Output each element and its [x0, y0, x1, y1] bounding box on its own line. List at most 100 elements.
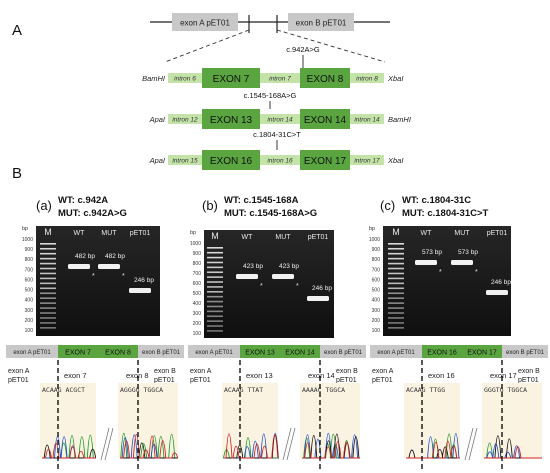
- exon-left-label: EXON 7: [213, 74, 250, 85]
- break-mark: [468, 427, 478, 461]
- exon-right: [300, 109, 350, 129]
- chroma-box-1: [404, 383, 460, 458]
- ladder-size-label: 800: [372, 257, 381, 263]
- gel-image: [36, 226, 160, 336]
- splice-exon-b: [320, 345, 366, 358]
- splice-exon-2-label: EXON 14: [285, 350, 315, 357]
- ladder-unit: bp: [190, 230, 196, 236]
- splice-exon-b-label: exon B pET01: [506, 350, 545, 356]
- ladder-band: [40, 327, 56, 329]
- band-mut-label: 423 bp: [279, 263, 299, 270]
- ladder-size-label: 900: [25, 247, 34, 253]
- ladder-band: [388, 252, 404, 255]
- lane-label: pET01: [487, 230, 508, 237]
- ladder-band: [207, 247, 223, 249]
- asterisk-wt: *: [260, 283, 263, 290]
- mutation-label: c.942A>G: [286, 45, 320, 54]
- lane-label: MUT: [101, 230, 117, 237]
- ladder-band: [388, 243, 404, 245]
- exon-left-label: EXON 16: [210, 156, 253, 167]
- ladder-size-label: 900: [193, 251, 202, 257]
- ladder-size-label: 500: [372, 288, 381, 294]
- chroma-exon-2-label: exon 14: [308, 371, 335, 380]
- band-vector: [129, 288, 151, 293]
- asterisk-mut: *: [475, 269, 478, 276]
- break-mark: [286, 427, 296, 461]
- ladder-size-label: 800: [193, 261, 202, 267]
- ladder-band: [388, 267, 404, 270]
- ladder-size-label: 600: [372, 277, 381, 283]
- right-restriction-site: XbaI: [387, 74, 403, 83]
- ladder-band: [207, 286, 223, 288]
- wt-genotype: WT: c.1545-168A: [224, 195, 299, 206]
- chroma-seq-1: ACAAG TTGG: [406, 386, 445, 394]
- ladder-size-label: 700: [372, 267, 381, 273]
- ladder-band: [388, 257, 404, 260]
- panel-letter: (a): [36, 198, 52, 213]
- ladder-size-label: 600: [25, 277, 34, 283]
- trace-t: [406, 446, 460, 459]
- mut-genotype: MUT: c.1804-31C>T: [402, 208, 489, 219]
- ladder-band: [388, 277, 404, 280]
- ladder-size-label: 300: [193, 311, 202, 317]
- ladder-band: [207, 305, 223, 308]
- splice-exon-a: [370, 345, 422, 358]
- ladder-band: [40, 282, 56, 285]
- ladder-unit: bp: [369, 226, 375, 232]
- intron-right: [350, 155, 384, 165]
- ladder-size-label: 200: [193, 321, 202, 327]
- break-mark: [464, 427, 474, 461]
- splice-exon-2-label: EXON 8: [105, 350, 131, 357]
- lane-label: MUT: [275, 234, 291, 241]
- exon-right-label: EXON 17: [304, 156, 347, 167]
- break-mark: [104, 427, 114, 461]
- splice-exon-2-label: EXON 17: [467, 350, 497, 357]
- ladder-band: [207, 276, 223, 278]
- splice-exon-a-label: exon A pET01: [377, 350, 415, 356]
- panel-b-letter: B: [12, 165, 22, 182]
- band-mut: [451, 260, 473, 265]
- ladder-band: [388, 317, 404, 319]
- intron-right: [350, 73, 384, 83]
- intron-left-label: intron 15: [172, 158, 198, 165]
- ladder-size-label: 500: [25, 288, 34, 294]
- ladder-band: [388, 292, 404, 295]
- ladder-band: [40, 272, 56, 275]
- ladder-size-label: 100: [193, 331, 202, 337]
- construct-3: ApaI intron 15 EXON 16 intron 16 EXON 17 intr…: [149, 130, 403, 170]
- splice-exon-b-label: exon B pET01: [324, 350, 363, 356]
- ladder-band: [207, 295, 223, 298]
- chroma-seq-1: ACAAG ACGCT: [42, 386, 85, 394]
- band-wt: [236, 274, 258, 279]
- splice-exon-1-label: EXON 13: [245, 350, 275, 357]
- ladder-band: [388, 272, 404, 275]
- trace-a: [120, 434, 179, 459]
- ladder-band: [40, 307, 56, 309]
- lane-label: pET01: [130, 230, 151, 237]
- right-restriction-site: BamHI: [388, 115, 411, 124]
- exon-left-label: EXON 13: [210, 115, 253, 126]
- mutation-label: c.1545-168A>G: [244, 91, 297, 100]
- trace-a: [224, 433, 279, 459]
- lane-label: WT: [421, 230, 433, 237]
- ladder-band: [207, 300, 223, 303]
- chroma-exon-1-label: exon 13: [246, 371, 273, 380]
- chroma-seq-1: ACAAG TTAT: [224, 386, 263, 394]
- asterisk-wt: *: [92, 273, 95, 280]
- ladder-band: [40, 317, 56, 319]
- ladder-size-label: 400: [193, 301, 202, 307]
- band-wt-label: 573 bp: [422, 249, 442, 256]
- wt-genotype: WT: c.1804-31C: [402, 195, 471, 206]
- ladder-size-label: 200: [25, 318, 34, 324]
- band-vector: [307, 296, 329, 301]
- band-mut-label: 573 bp: [458, 249, 478, 256]
- splice-exon-b: [138, 345, 184, 358]
- trace-t: [120, 442, 178, 459]
- intron-mid-label: intron 16: [267, 158, 293, 165]
- construct-2: ApaI intron 12 EXON 13 intron 14 EXON 14 intr…: [149, 91, 411, 129]
- band-vector: [486, 290, 508, 295]
